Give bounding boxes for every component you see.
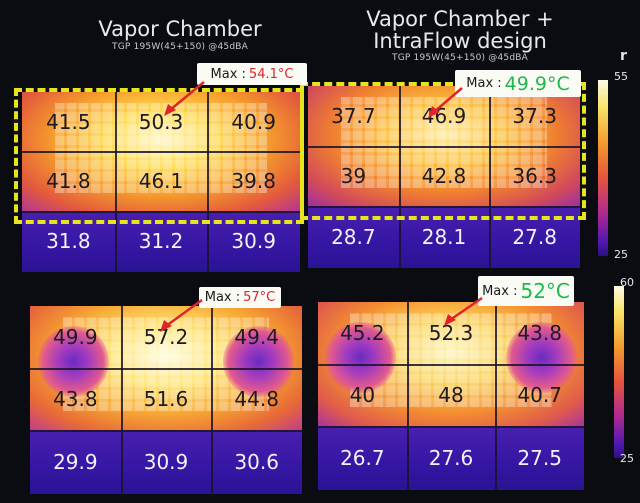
max-label: Max : — [210, 66, 246, 82]
temperature-cell-r2c2: 51.6 — [143, 387, 189, 412]
max-callout-bottom-left: Max : 57°C — [199, 287, 281, 308]
temperature-cell-r2c2: 48 — [438, 383, 464, 408]
color-scale-bottom — [614, 286, 624, 458]
temperature-cell-r3c1: 28.7 — [331, 225, 376, 250]
temperature-cell-r2c1: 41.8 — [46, 169, 91, 194]
temperature-cell-r3c3: 30.9 — [231, 229, 276, 254]
grid-line-horizontal — [318, 426, 584, 429]
grid-line-vertical — [211, 306, 214, 494]
max-value: 49.9°C — [504, 72, 570, 95]
color-scale-top — [598, 80, 608, 256]
grid-line-vertical — [207, 92, 210, 272]
max-value: 57°C — [243, 290, 276, 305]
grid-line-vertical — [495, 302, 498, 490]
grid-line-horizontal — [30, 430, 302, 433]
max-value: 52°C — [520, 279, 570, 303]
right-title-line1: Vapor Chamber + — [366, 7, 554, 31]
temperature-cell-r2c1: 40 — [349, 383, 376, 408]
temperature-cell-r1c1: 41.5 — [46, 109, 91, 134]
dashed-outline-top-left — [14, 88, 304, 224]
temperature-cell-r3c2: 30.9 — [143, 450, 189, 475]
grid-line-vertical — [120, 306, 123, 494]
temperature-cell-r2c2: 42.8 — [421, 164, 467, 189]
temperature-cell-r2c3: 36.3 — [512, 164, 557, 189]
keyboard-pattern — [340, 96, 548, 188]
thermal-panel-top-left: 41.5 50.3 40.9 41.8 46.1 39.8 31.8 31.2 30.9 — [22, 92, 300, 272]
temperature-cell-r1c3: 40.9 — [231, 109, 276, 134]
arrow-bottom-right — [444, 296, 483, 326]
cool-area — [318, 426, 584, 490]
temperature-cell-r3c1: 29.9 — [53, 450, 98, 475]
scale-bottom-max: 60 — [620, 276, 634, 289]
temperature-cell-r3c2: 31.2 — [138, 229, 184, 254]
grid-line-horizontal — [308, 206, 580, 209]
temperature-cell-r1c3: 49.4 — [234, 325, 279, 350]
temperature-cell-r2c3: 40.7 — [517, 383, 562, 408]
scale-top-min: 25 — [614, 248, 628, 261]
fan-hotspot-left — [324, 321, 397, 394]
max-callout-top-left: Max : 54.1°C — [197, 63, 307, 85]
max-label: Max : — [466, 76, 502, 91]
temperature-cell-r1c2: 52.3 — [428, 321, 474, 346]
keyboard-pattern — [55, 102, 267, 193]
temperature-cell-r2c3: 39.8 — [231, 169, 276, 194]
temperature-cell-r3c2: 27.6 — [428, 446, 474, 471]
grid-line-vertical — [114, 92, 117, 272]
arrow-top-right — [428, 87, 463, 118]
temperature-cell-r3c3: 27.5 — [517, 446, 562, 471]
temperature-cell-r1c2: 57.2 — [143, 325, 189, 350]
temperature-cell-r1c3: 37.3 — [512, 104, 557, 129]
scale-top-max: 55 — [614, 70, 628, 83]
temperature-cell-r2c1: 43.8 — [53, 387, 98, 412]
temperature-cell-r1c1: 37.7 — [331, 104, 376, 129]
max-callout-bottom-right: Max : 52°C — [478, 276, 574, 306]
right-subtitle: TGP 195W(45+150) @45dBA — [392, 53, 528, 63]
temperature-cell-r3c2: 28.1 — [421, 225, 467, 250]
temperature-cell-r2c1: 39 — [340, 164, 367, 189]
grid-line-horizontal — [308, 146, 580, 149]
dashed-outline-top-right — [300, 82, 586, 220]
scale-bottom-min: 25 — [620, 452, 634, 465]
max-label: Max : — [482, 283, 518, 299]
max-value: 54.1°C — [248, 66, 294, 82]
grid-line-horizontal — [22, 210, 300, 213]
temperature-cell-r1c1: 45.2 — [340, 321, 385, 346]
right-title-line2: IntraFlow design — [373, 29, 547, 53]
temperature-cell-r3c3: 27.8 — [512, 225, 557, 250]
grid-line-horizontal — [30, 368, 302, 371]
thermal-panel-top-right: 37.7 46.9 37.3 39 42.8 36.3 28.7 28.1 27.8 — [308, 86, 580, 268]
grid-line-vertical — [406, 302, 409, 490]
temperature-cell-r3c1: 26.7 — [340, 446, 385, 471]
temperature-cell-r1c1: 49.9 — [53, 325, 98, 350]
temperature-cell-r2c2: 46.1 — [138, 169, 184, 194]
temperature-cell-r3c3: 30.6 — [234, 450, 279, 475]
fan-hotspot-right — [505, 321, 578, 394]
grid-line-vertical — [489, 86, 492, 268]
temperature-cell-r2c3: 44.8 — [234, 387, 279, 412]
corner-mark: r — [620, 48, 627, 64]
left-subtitle: TGP 195W(45+150) @45dBA — [112, 42, 248, 52]
arrow-top-left — [164, 81, 205, 116]
fan-hotspot-left — [37, 325, 110, 398]
left-title: Vapor Chamber — [98, 17, 262, 41]
grid-line-horizontal — [318, 364, 584, 367]
thermal-panel-bottom-right: 45.2 52.3 43.8 40 48 40.7 26.7 27.6 27.5 — [318, 302, 584, 490]
temperature-cell-r1c2: 50.3 — [138, 109, 184, 134]
grid-line-horizontal — [22, 151, 300, 154]
temperature-cell-r1c3: 43.8 — [517, 321, 562, 346]
max-label: Max : — [204, 290, 241, 305]
grid-line-vertical — [398, 86, 401, 268]
cool-area — [30, 430, 302, 494]
max-callout-top-right: Max : 49.9°C — [455, 70, 581, 97]
arrow-bottom-left — [160, 298, 203, 332]
fan-hotspot-right — [222, 325, 295, 398]
thermal-panel-bottom-left: 49.9 57.2 49.4 43.8 51.6 44.8 29.9 30.9 30.6 — [30, 306, 302, 494]
temperature-cell-r3c1: 31.8 — [46, 229, 91, 254]
